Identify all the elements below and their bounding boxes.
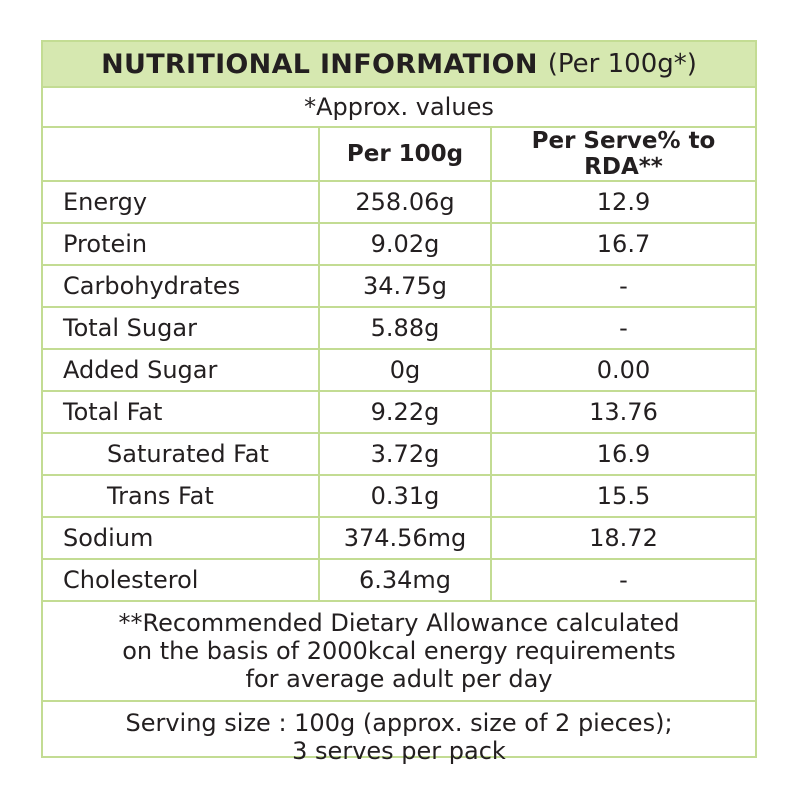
per-100g-value: 34.75g xyxy=(318,265,492,308)
per-100g-value: 374.56mg xyxy=(318,517,492,560)
nutrient-name: Total Fat xyxy=(43,391,319,434)
table-row: Total Fat 9.22g 13.76 xyxy=(43,391,755,434)
nutrient-name: Added Sugar xyxy=(43,349,319,392)
nutrition-table: Per 100g Per Serve% to RDA** Energy 258.… xyxy=(43,128,755,602)
per-100g-value: 9.22g xyxy=(318,391,492,434)
table-header-row: Per 100g Per Serve% to RDA** xyxy=(43,128,755,182)
rda-footnote: **Recommended Dietary Allowance calculat… xyxy=(43,602,755,702)
nutrition-panel: NUTRITIONAL INFORMATION (Per 100g*) *App… xyxy=(41,40,757,765)
nutrient-name: Trans Fat xyxy=(43,475,319,518)
table-row: Saturated Fat 3.72g 16.9 xyxy=(43,433,755,476)
panel-header: NUTRITIONAL INFORMATION (Per 100g*) xyxy=(43,42,755,88)
panel-subtitle: (Per 100g*) xyxy=(547,49,697,79)
per-serve-value: 12.9 xyxy=(491,181,755,224)
serving-info: Serving size : 100g (approx. size of 2 p… xyxy=(43,702,755,772)
table-row: Protein 9.02g 16.7 xyxy=(43,223,755,266)
per-serve-value: - xyxy=(491,265,755,308)
per-serve-value: 18.72 xyxy=(491,517,755,560)
per-100g-value: 3.72g xyxy=(318,433,492,476)
per-100g-value: 0.31g xyxy=(318,475,492,518)
nutrient-name: Saturated Fat xyxy=(43,433,319,476)
rda-footnote-line: **Recommended Dietary Allowance calculat… xyxy=(118,609,680,637)
nutrient-name: Carbohydrates xyxy=(43,265,319,308)
nutrient-name: Sodium xyxy=(43,517,319,560)
per-serve-value: 0.00 xyxy=(491,349,755,392)
table-row: Sodium 374.56mg 18.72 xyxy=(43,517,755,560)
table-row: Energy 258.06g 12.9 xyxy=(43,181,755,224)
serving-size-line: Serving size : 100g (approx. size of 2 p… xyxy=(125,709,673,737)
table-row: Added Sugar 0g 0.00 xyxy=(43,349,755,392)
per-100g-value: 9.02g xyxy=(318,223,492,266)
per-100g-value: 0g xyxy=(318,349,492,392)
approx-note: *Approx. values xyxy=(43,88,755,128)
per-100g-value: 258.06g xyxy=(318,181,492,224)
nutrient-column-header xyxy=(43,128,319,182)
nutrient-name: Protein xyxy=(43,223,319,266)
nutrient-name: Energy xyxy=(43,181,319,224)
serves-per-pack-line: 3 serves per pack xyxy=(292,737,506,765)
per-100g-value: 6.34mg xyxy=(318,559,492,602)
per-serve-value: 13.76 xyxy=(491,391,755,434)
nutrient-name: Cholesterol xyxy=(43,559,319,602)
table-row: Trans Fat 0.31g 15.5 xyxy=(43,475,755,518)
per-serve-value: 16.7 xyxy=(491,223,755,266)
panel-title: NUTRITIONAL INFORMATION xyxy=(101,48,538,80)
table-row: Total Sugar 5.88g - xyxy=(43,307,755,350)
rda-footnote-line: on the basis of 2000kcal energy requirem… xyxy=(122,637,676,665)
rda-footnote-line: for average adult per day xyxy=(245,665,553,693)
per-serve-value: 16.9 xyxy=(491,433,755,476)
per-100g-column-header: Per 100g xyxy=(318,128,492,182)
nutrient-name: Total Sugar xyxy=(43,307,319,350)
per-serve-value: 15.5 xyxy=(491,475,755,518)
table-row: Cholesterol 6.34mg - xyxy=(43,559,755,602)
per-serve-column-header: Per Serve% to RDA** xyxy=(491,128,755,182)
per-serve-value: - xyxy=(491,307,755,350)
per-100g-value: 5.88g xyxy=(318,307,492,350)
table-row: Carbohydrates 34.75g - xyxy=(43,265,755,308)
per-serve-value: - xyxy=(491,559,755,602)
